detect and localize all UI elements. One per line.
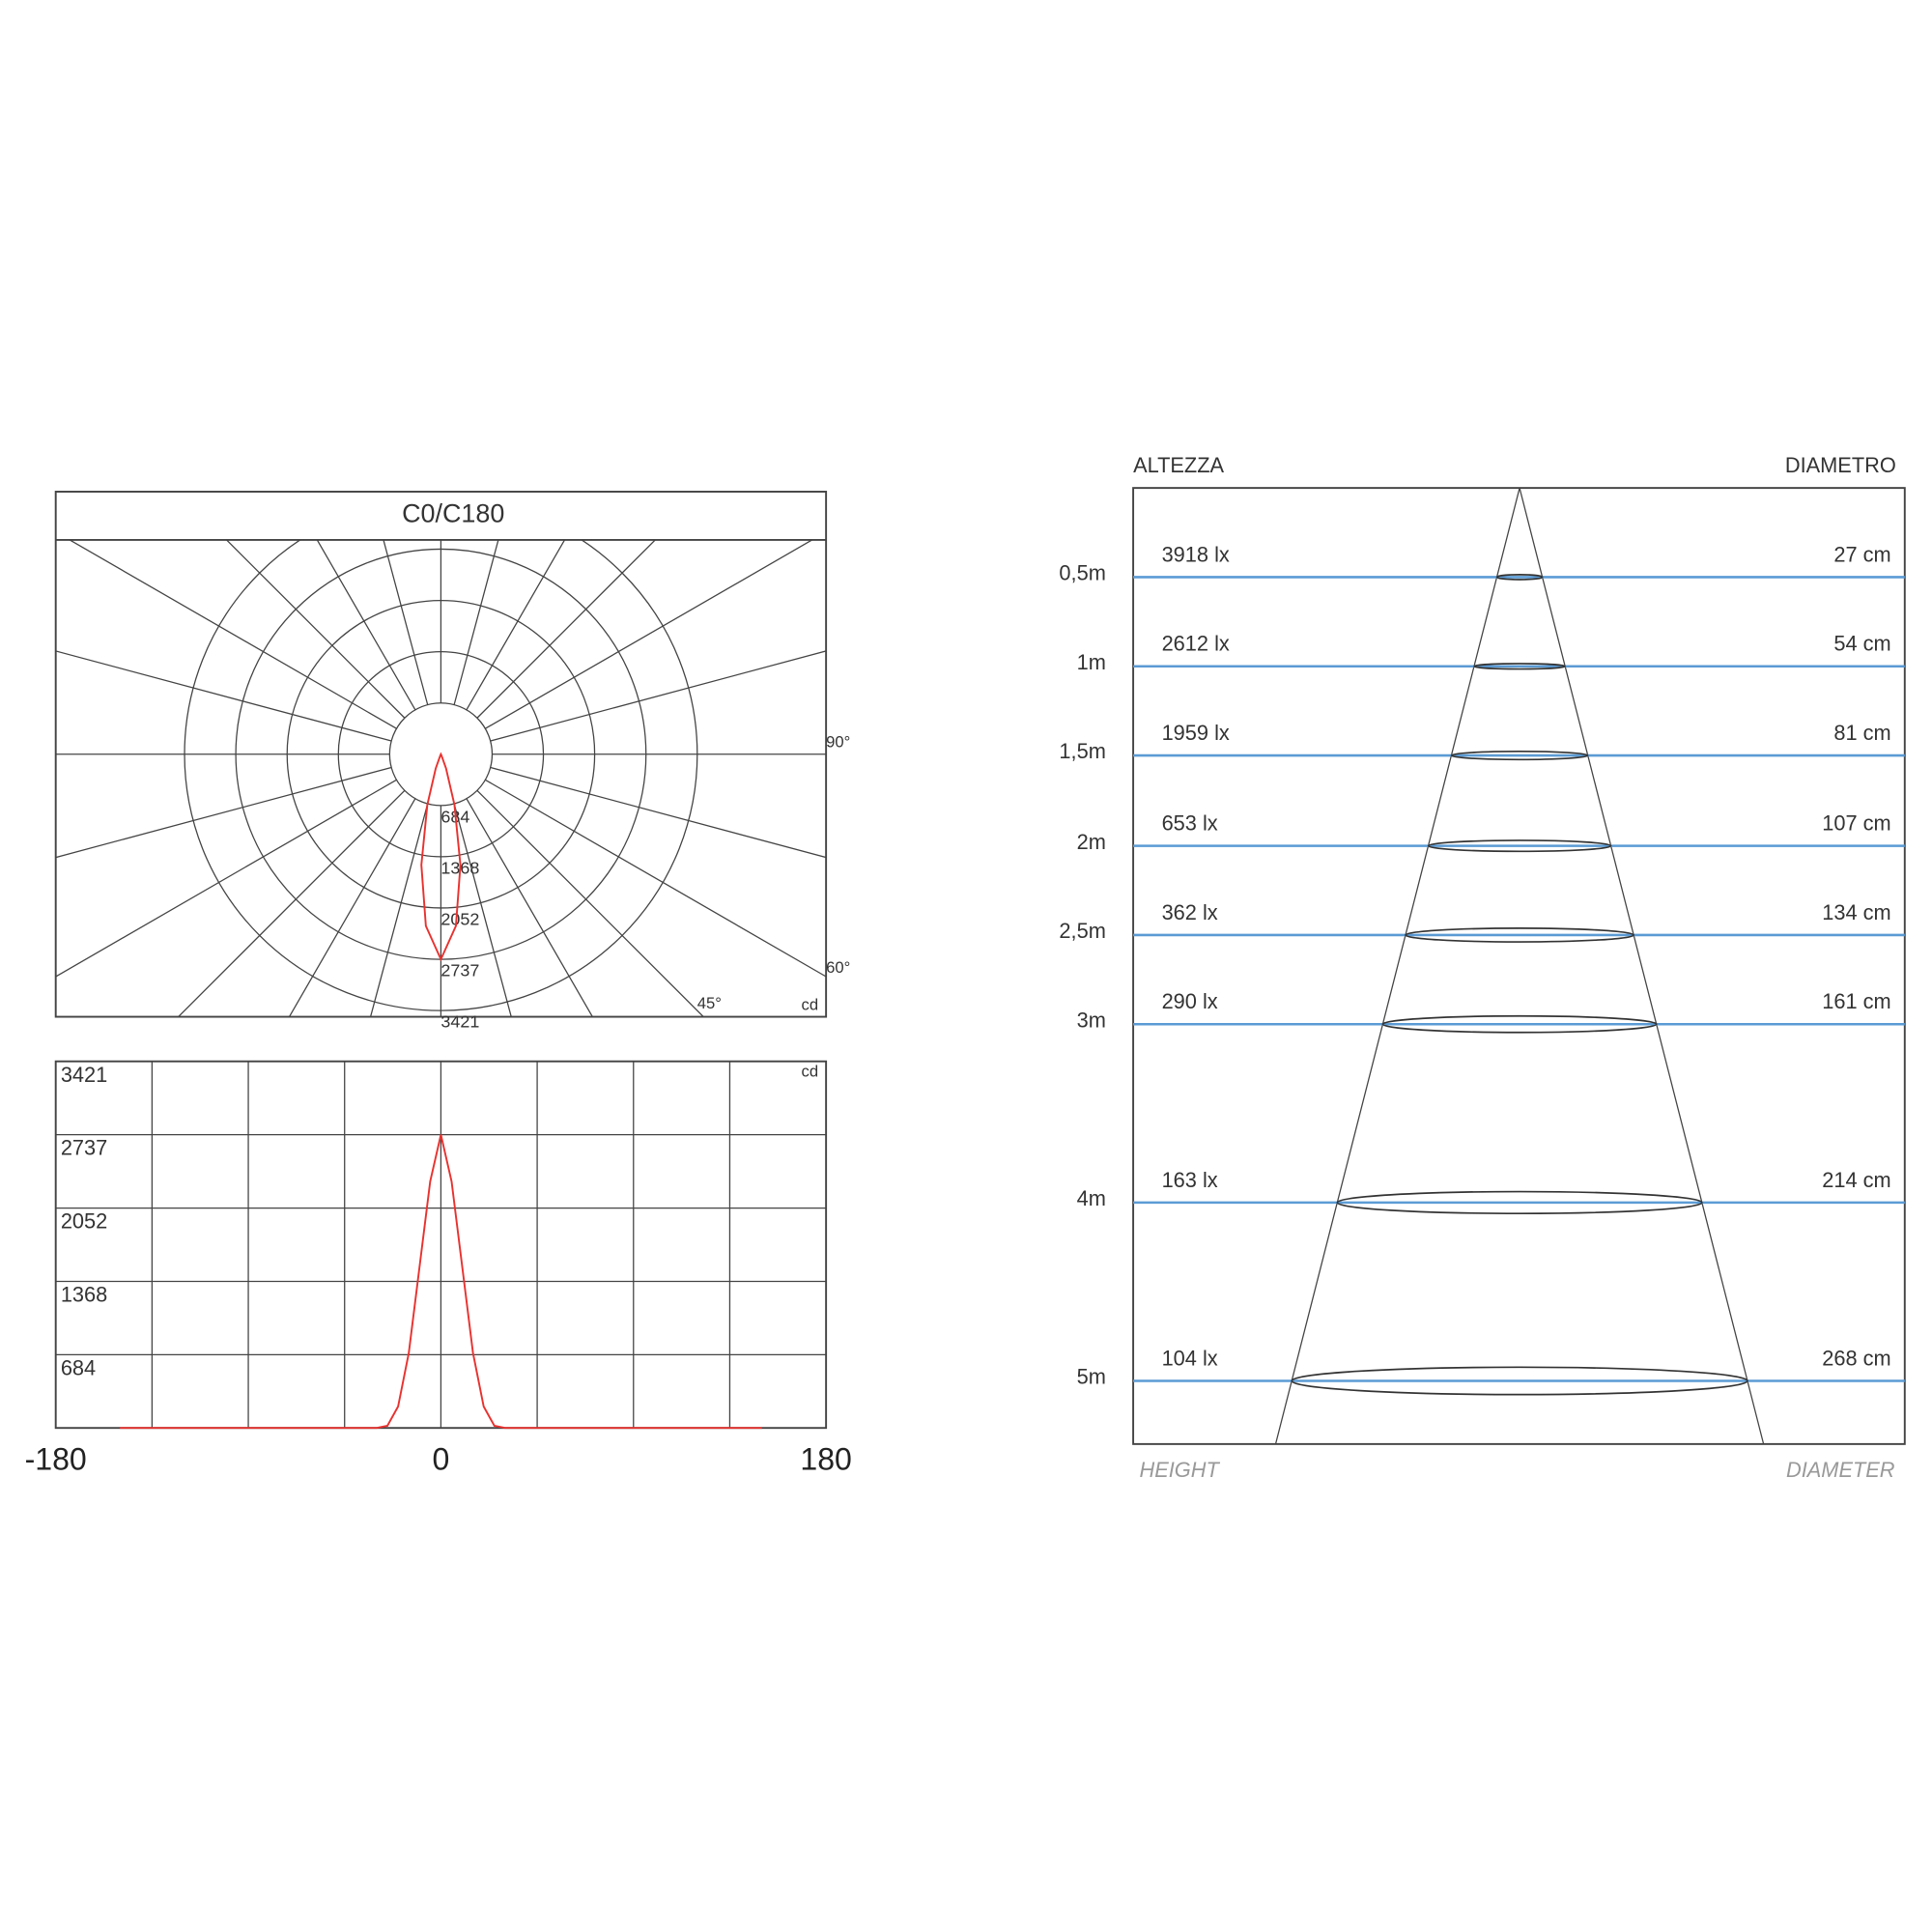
diameter-label: 107 cm (1822, 811, 1890, 836)
polar-angle-label: 60° (826, 958, 850, 977)
height-label: 3m (1077, 1008, 1106, 1032)
cone-frame (1132, 487, 1906, 1445)
polar-spoke (55, 779, 397, 978)
light-spot (1495, 574, 1544, 581)
cone-outline (1274, 487, 1765, 1445)
polar-title: C0/C180 (402, 498, 504, 527)
light-spot (1473, 663, 1567, 670)
polar-spoke (485, 779, 827, 978)
polar-spoke (369, 803, 429, 1017)
x-tick-label: -180 (25, 1441, 87, 1476)
height-title: ALTEZZA (1133, 453, 1224, 477)
polar-unit: cd (801, 995, 818, 1013)
diameter-label: 54 cm (1833, 632, 1890, 656)
polar-ring-label: 2052 (440, 910, 479, 929)
polar-spoke (55, 650, 392, 742)
polar-spoke (68, 539, 397, 729)
light-spot (1405, 927, 1635, 943)
polar-spoke (485, 539, 813, 729)
polar-ring (184, 539, 698, 1011)
polar-spoke (490, 650, 827, 742)
intensity-curve (120, 1134, 762, 1430)
diameter-footer: DIAMETER (1786, 1458, 1895, 1482)
diameter-label: 81 cm (1833, 721, 1890, 745)
y-tick-label: 684 (61, 1355, 96, 1379)
light-spot (1291, 1366, 1748, 1396)
height-label: 4m (1077, 1186, 1106, 1210)
polar-spoke (453, 803, 512, 1017)
diameter-label: 161 cm (1822, 989, 1890, 1013)
polar-ring-label: 2737 (440, 961, 479, 980)
light-spot (1450, 750, 1589, 761)
height-label: 2m (1077, 830, 1106, 854)
height-label: 1m (1077, 650, 1106, 674)
light-spot (1336, 1190, 1703, 1215)
polar-curve (420, 752, 462, 962)
polar-angle-label: 90° (826, 733, 850, 752)
diameter-label: 268 cm (1822, 1346, 1890, 1370)
polar-spoke (476, 789, 705, 1017)
polar-spoke (453, 539, 499, 705)
polar-spoke (466, 798, 594, 1017)
polar-spoke (225, 539, 406, 719)
linear-chart: 684 1368 2052 2737 3421 -180 0 180 (25, 1061, 852, 1476)
polar-spoke (288, 798, 416, 1017)
light-spot (1427, 839, 1612, 853)
illuminance-label: 290 lx (1162, 989, 1218, 1013)
cone-diagram: 0,5m 3918 lx 27 cm 1m 2612 lx 54 cm 1,5m 1959 l… (1059, 487, 1905, 1445)
diameter-label: 27 cm (1833, 542, 1890, 566)
polar-ring (286, 599, 596, 909)
diameter-title: DIAMETRO (1785, 453, 1896, 477)
polar-spoke (383, 539, 429, 705)
height-label: 5m (1077, 1365, 1106, 1389)
polar-spoke (476, 539, 657, 719)
linear-unit: cd (801, 1063, 818, 1081)
illuminance-label: 2612 lx (1162, 632, 1230, 656)
y-tick-label: 2052 (61, 1209, 107, 1234)
polar-spoke (177, 789, 406, 1017)
height-label: 2,5m (1059, 919, 1105, 943)
polar-angle-label: 45° (697, 994, 722, 1012)
illuminance-label: 653 lx (1162, 811, 1218, 836)
height-footer: HEIGHT (1139, 1458, 1220, 1482)
polar-spoke (466, 539, 566, 711)
diameter-label: 134 cm (1822, 900, 1890, 924)
height-label: 1,5m (1059, 739, 1105, 763)
illuminance-label: 104 lx (1162, 1346, 1218, 1370)
y-tick-label: 3421 (61, 1063, 107, 1087)
illuminance-label: 1959 lx (1162, 721, 1230, 745)
x-tick-label: 0 (432, 1441, 449, 1476)
light-spot (1381, 1014, 1658, 1034)
polar-ring-label: 3421 (440, 1012, 479, 1032)
x-tick-label: 180 (800, 1441, 851, 1476)
y-tick-label: 1368 (61, 1283, 107, 1307)
illuminance-label: 163 lx (1162, 1168, 1218, 1192)
diameter-label: 214 cm (1822, 1168, 1890, 1192)
polar-ring (337, 651, 545, 858)
illuminance-label: 3918 lx (1162, 542, 1230, 566)
polar-spoke (490, 766, 827, 859)
polar-spoke (316, 539, 416, 711)
polar-spoke (55, 766, 392, 859)
height-label: 0,5m (1059, 561, 1105, 585)
illuminance-label: 362 lx (1162, 900, 1218, 924)
y-tick-label: 2737 (61, 1136, 107, 1160)
